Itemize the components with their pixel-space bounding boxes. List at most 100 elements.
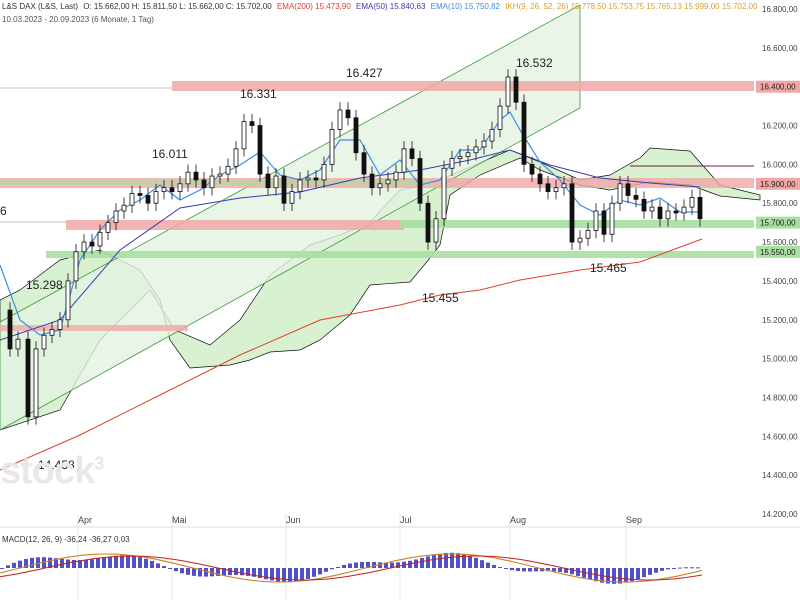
macd-histogram-bar: [498, 567, 502, 569]
month-label: Apr: [78, 515, 92, 525]
candle-up: [15, 338, 21, 350]
macd-histogram-bar: [180, 568, 184, 574]
price-tag: [756, 245, 800, 258]
candle-up: [225, 165, 231, 175]
candle-up: [393, 171, 399, 181]
macd-histogram-bar: [288, 568, 292, 583]
candle-up: [481, 140, 487, 148]
macd-histogram-bar: [18, 560, 22, 568]
macd-histogram-bar: [198, 568, 202, 577]
macd-histogram-bar: [462, 554, 466, 568]
macd-histogram-bar: [420, 557, 424, 568]
candle-down: [25, 338, 31, 418]
macd-histogram-bar: [666, 568, 670, 570]
candle-down: [193, 171, 199, 181]
macd-histogram-bar: [12, 562, 16, 568]
month-axis: Apr Mai Jun Jul Aug Sep: [77, 514, 642, 600]
month-label: Aug: [510, 515, 526, 525]
candle-up: [273, 175, 279, 189]
macd-histogram-bar: [102, 557, 106, 568]
macd-histogram-bar: [300, 568, 304, 581]
candle-down: [537, 173, 543, 185]
macd-histogram-bar: [558, 568, 562, 572]
annotations: 16.532 16.427 16.331 16.011 15.298 15.455 15.4…: [0, 56, 627, 472]
candle-up: [49, 329, 55, 336]
price-tag-label: 15.550,00: [760, 248, 796, 257]
macd-histogram-bar: [390, 562, 394, 568]
candle-up: [617, 183, 623, 204]
candle-down: [257, 125, 263, 175]
macd-histogram-bar: [78, 560, 82, 568]
macd-histogram-bar: [192, 568, 196, 576]
price-tick-label: 16.600,00: [762, 44, 798, 53]
macd-histogram-bar: [246, 568, 250, 576]
candle-down: [601, 210, 607, 235]
macd-histogram-bar: [156, 563, 160, 568]
candle-up: [585, 230, 591, 239]
macd-histogram-bar: [126, 555, 130, 568]
macd-histogram-bar: [492, 564, 496, 568]
macd-histogram-bar: [30, 557, 34, 568]
macd-histogram-bar: [504, 568, 508, 569]
candle-down: [369, 173, 375, 189]
candle-down: [529, 163, 535, 175]
macd-histogram-bar: [366, 561, 370, 568]
candle-down: [7, 309, 13, 350]
candle-up: [593, 210, 599, 231]
month-label: Jun: [286, 515, 301, 525]
macd-histogram-bar: [648, 568, 652, 575]
price-tick-label: 15.200,00: [762, 316, 798, 325]
macd-histogram-bar: [72, 559, 76, 568]
macd-histogram-bar: [630, 568, 634, 582]
candle-up: [689, 197, 695, 208]
candle-up: [609, 202, 615, 235]
macd-histogram-bar: [468, 555, 472, 568]
price-annotation: 16.532: [516, 56, 553, 70]
candle-down: [569, 183, 575, 243]
macd-histogram-bar: [240, 568, 244, 576]
price-tick-label: 16.800,00: [762, 5, 798, 14]
price-tick-label: 14.600,00: [762, 432, 798, 441]
candle-up: [217, 173, 223, 177]
price-tick-label: 15.000,00: [762, 355, 798, 364]
macd-histogram-bar: [486, 562, 490, 568]
candle-up: [241, 121, 247, 150]
macd-histogram-bar: [480, 560, 484, 568]
candle-up: [105, 222, 111, 233]
watermark: stock3: [0, 450, 104, 492]
macd-histogram-bar: [114, 555, 118, 568]
macd-histogram-bar: [324, 568, 328, 572]
macd-histogram-bar: [318, 568, 322, 575]
candle-down: [345, 109, 351, 119]
macd-histogram-bar: [618, 568, 622, 584]
macd-histogram-bar: [48, 557, 52, 568]
macd-histogram-bar: [426, 556, 430, 568]
macd-histogram-bar: [654, 568, 658, 573]
candle-up: [129, 193, 135, 206]
macd-histogram-bar: [294, 568, 298, 582]
candle-up: [385, 179, 391, 185]
macd-histogram-bar: [438, 553, 442, 568]
candle-up: [473, 146, 479, 154]
macd-histogram-bar: [678, 567, 682, 569]
price-tick-label: 14.200,00: [762, 510, 798, 519]
candle-up: [97, 231, 103, 247]
candle-down: [361, 152, 367, 175]
macd-histogram-bar: [204, 568, 208, 577]
macd-histogram-bar: [474, 557, 478, 568]
candle-up: [553, 187, 559, 192]
candle-up: [505, 76, 511, 107]
candle-down: [513, 76, 519, 103]
macd-signal-line: [0, 555, 703, 581]
macd-histogram-bar: [522, 568, 526, 572]
macd-histogram-bar: [672, 568, 676, 569]
macd-histogram-bar: [132, 555, 136, 568]
candle-up: [321, 163, 327, 181]
macd-histogram-bar: [150, 560, 154, 568]
macd-histogram-bar: [210, 568, 214, 577]
macd-histogram-bar: [0, 568, 4, 569]
macd-histogram-bar: [6, 565, 10, 568]
ikh-legend: IKH(9, 26, 52, 26) 15.778,50 15.753,75 1…: [505, 2, 758, 11]
price-axis: 16.800,00 16.600,00 16.400,00 16.200,00 16.0…: [756, 5, 800, 519]
